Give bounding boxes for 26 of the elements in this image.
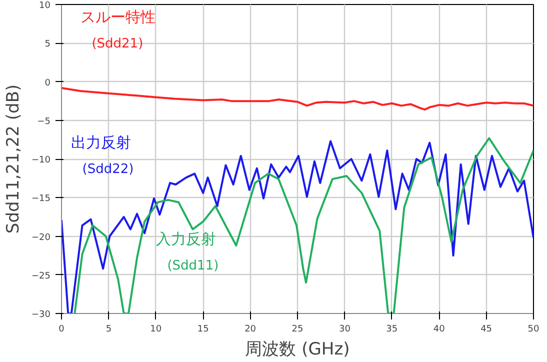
x-tick-label: 0 [58, 324, 65, 334]
y-axis-title: Sdd11,21,22 (dB) [4, 84, 24, 234]
y-tick-label: 0 [44, 78, 51, 88]
x-tick-label: 45 [480, 324, 492, 334]
x-tick-label: 15 [197, 324, 209, 334]
x-tick-label: 30 [338, 324, 351, 334]
x-tick-label: 10 [150, 324, 162, 334]
x-tick-label: 5 [106, 324, 112, 334]
y-tick-label: −30 [32, 310, 51, 320]
y-tick-label: −20 [32, 232, 51, 243]
x-tick-label: 35 [386, 324, 398, 334]
x-tick-label: 20 [244, 324, 256, 334]
x-axis-title: 周波数 (GHz) [245, 340, 350, 360]
line-series [62, 86, 534, 111]
y-tick-label: 5 [44, 40, 51, 50]
series-label: 入力反射 (Sdd11) [156, 230, 219, 274]
x-tick-label: 50 [528, 324, 540, 334]
y-tick-label: −10 [32, 156, 51, 166]
x-tick-label: 40 [433, 324, 446, 334]
y-tick-label: 10 [39, 1, 51, 11]
y-tick-label: −5 [37, 116, 51, 127]
series-label: 出力反射 (Sdd22) [70, 133, 134, 177]
y-tick-label: −25 [32, 271, 51, 282]
text: スルー特性 (Sdd21) [80, 8, 156, 52]
x-tick-label: 25 [292, 324, 304, 334]
y-tick-label: −15 [32, 194, 51, 204]
